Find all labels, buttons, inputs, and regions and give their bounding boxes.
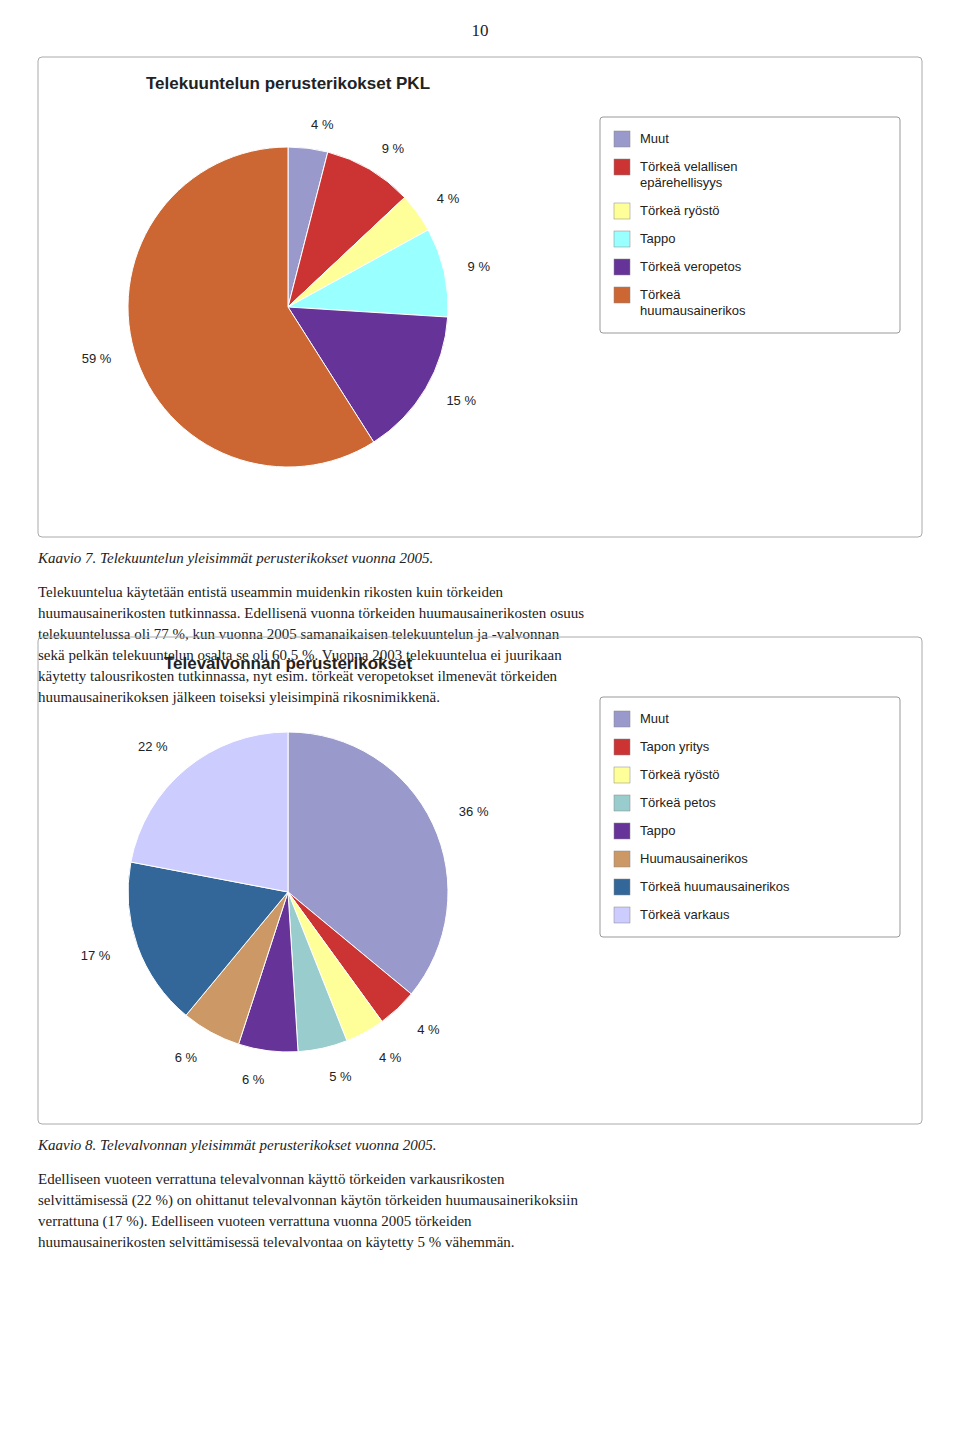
legend-label: Törkeä veropetos [640, 259, 742, 274]
background [0, 0, 960, 1432]
data-label: 4 % [311, 117, 334, 132]
data-label: 17 % [81, 948, 111, 963]
body-text: huumausainerikosten selvittämisessä tele… [38, 1234, 515, 1250]
body-text: huumausainerikoksen jälkeen toiseksi yle… [38, 689, 440, 705]
chart-title: Televalvonnan perusterikokset [164, 654, 413, 673]
data-label: 22 % [138, 739, 168, 754]
body-text: Telekuuntelua käytetään entistä useammin… [38, 584, 504, 600]
chart-title: Telekuuntelun perusterikokset PKL [146, 74, 430, 93]
legend-swatch [614, 823, 630, 839]
data-labels: 36 % 4 % 4 % 5 % 6 % 6 % 17 % 22 % [81, 739, 489, 1087]
legend-swatch [614, 711, 630, 727]
body-text: huumausainerikosten tutkinnassa. Edellis… [38, 605, 584, 621]
legend-label: Tappo [640, 231, 675, 246]
pie-slice [288, 230, 448, 317]
legend-label: Tappo [640, 823, 675, 838]
legend-frame [600, 697, 900, 937]
legend-label: Törkeä petos [640, 795, 716, 810]
pie [128, 147, 448, 467]
page-number: 10 [472, 21, 489, 40]
data-label: 36 % [459, 804, 489, 819]
data-label: 5 % [329, 1069, 352, 1084]
legend-label: Törkeä ryöstö [640, 203, 719, 218]
legend-frame [600, 117, 900, 333]
legend-swatch [614, 879, 630, 895]
legend-swatch [614, 795, 630, 811]
caption: Kaavio 7. Telekuuntelun yleisimmät perus… [37, 550, 433, 566]
chart-frame [38, 57, 922, 537]
legend-swatch [614, 203, 630, 219]
legend-label: Tapon yritys [640, 739, 710, 754]
data-label: 59 % [82, 351, 112, 366]
legend-label: Törkeä huumausainerikos [640, 879, 790, 894]
chart: Telekuuntelun perusterikokset PKL4 %9 %4… [38, 57, 922, 537]
pie-slice [131, 732, 288, 892]
data-labels: 4 % 9 % 4 % 9 % 15 % 59 % [82, 117, 491, 408]
data-label: 4 % [437, 191, 460, 206]
legend: Muut Törkeä velallisenepärehellisyys Törke… [600, 117, 900, 333]
legend-label: Törkeä ryöstö [640, 767, 719, 782]
legend-swatch [614, 851, 630, 867]
legend-swatch [614, 259, 630, 275]
legend-swatch [614, 231, 630, 247]
body-text: telekuuntelussa oli 77 %, kun vuonna 200… [38, 626, 560, 642]
data-label: 15 % [446, 393, 476, 408]
legend-label: Törkeä velallisenepärehellisyys [640, 159, 738, 190]
body-text: verrattuna (17 %). Edelliseen vuoteen ve… [38, 1213, 472, 1230]
pie [128, 732, 448, 1052]
data-label: 6 % [242, 1072, 265, 1087]
chart: Televalvonnan perusterikokset 36 % 4 % 4 % 5… [38, 637, 922, 1124]
legend-label: Huumausainerikos [640, 851, 748, 866]
legend: Muut Tapon yritys Törkeä ryöstö Törkeä peto… [600, 697, 900, 937]
legend-swatch [614, 159, 630, 175]
legend-label: Muut [640, 711, 669, 726]
legend-swatch [614, 131, 630, 147]
data-label: 9 % [468, 259, 491, 274]
legend-swatch [614, 287, 630, 303]
legend-swatch [614, 767, 630, 783]
data-label: 6 % [175, 1050, 198, 1065]
legend-label: Muut [640, 131, 669, 146]
chart-frame [38, 637, 922, 1124]
legend-label: Törkeähuumausainerikos [640, 287, 746, 318]
pie-slice [128, 147, 374, 467]
data-label: 4 % [379, 1050, 402, 1065]
legend-swatch [614, 907, 630, 923]
legend-label: Törkeä varkaus [640, 907, 730, 922]
caption: Kaavio 8. Televalvonnan yleisimmät perus… [37, 1137, 437, 1153]
page: 10 Telekuuntelun perusterikokset PKL 4 % 9 … [0, 0, 960, 1432]
data-label: 9 % [382, 141, 405, 156]
data-label: 4 % [417, 1022, 440, 1037]
legend-swatch [614, 739, 630, 755]
body-text: selvittämisessä (22 %) on ohittanut tele… [38, 1192, 578, 1209]
body-text: Edelliseen vuoteen verrattuna televalvon… [38, 1171, 505, 1187]
